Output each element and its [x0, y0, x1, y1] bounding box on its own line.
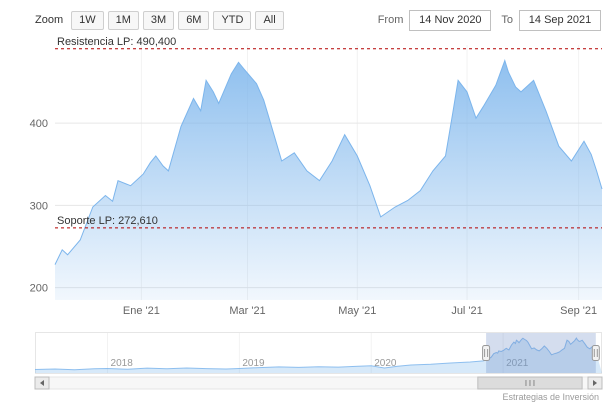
x-axis-tick-label: Mar '21 [229, 305, 265, 317]
from-label: From [377, 14, 404, 26]
zoom-button-ytd[interactable]: YTD [213, 10, 252, 30]
zoom-buttons: 1W 1M 3M 6M YTD All [71, 10, 288, 30]
navigator-year-label: 2018 [111, 358, 134, 369]
x-axis-tick-label: May '21 [338, 305, 376, 317]
resistance-label: Resistencia LP: 490,400 [57, 36, 176, 48]
price-line-series [54, 59, 603, 265]
scroll-right-arrow-icon [593, 380, 597, 386]
price-area-series [55, 60, 602, 300]
navigator-line-series [34, 337, 597, 371]
x-axis-tick-label: Sep '21 [560, 305, 597, 317]
scroll-left-arrow-icon [40, 380, 44, 386]
zoom-button-1m[interactable]: 1M [107, 10, 139, 30]
to-label: To [501, 14, 513, 26]
from-date-input[interactable] [409, 9, 492, 31]
navigator-year-label: 2020 [374, 358, 397, 369]
navigator-year-label: 2019 [242, 358, 265, 369]
x-axis-tick-label: Ene '21 [123, 305, 160, 317]
navigator-handle-right[interactable] [591, 345, 600, 361]
watermark: Estrategias de Inversión [502, 392, 599, 402]
support-label: Soporte LP: 272,610 [57, 215, 158, 227]
zoom-button-1w[interactable]: 1W [71, 10, 104, 30]
navigator-year-label: 2021 [506, 358, 529, 369]
x-axis-tick-label: Jul '21 [451, 305, 482, 317]
y-axis-tick-label: 200 [30, 283, 48, 295]
to-date-input[interactable] [519, 9, 601, 31]
zoom-button-6m[interactable]: 6M [178, 10, 210, 30]
zoom-label: Zoom [35, 14, 64, 26]
y-axis-tick-label: 400 [30, 118, 48, 130]
y-axis-tick-label: 300 [30, 200, 48, 212]
zoom-button-3m[interactable]: 3M [142, 10, 175, 30]
navigator-area-series [35, 338, 602, 373]
navigator-handle-left[interactable] [482, 345, 491, 361]
zoom-button-all[interactable]: All [255, 10, 284, 30]
navigator-selected-range[interactable] [486, 333, 596, 373]
